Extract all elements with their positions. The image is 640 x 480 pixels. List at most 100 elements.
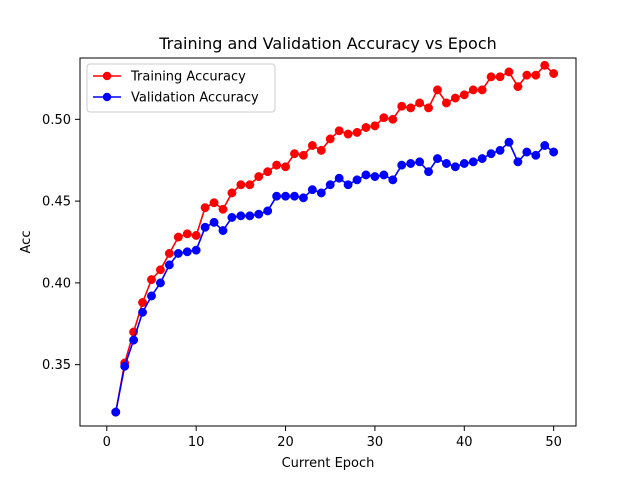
legend-item: Validation Accuracy <box>93 91 259 106</box>
data-point <box>477 85 487 95</box>
data-point <box>236 211 246 221</box>
data-point <box>388 114 398 124</box>
data-point <box>129 335 139 345</box>
data-point <box>441 98 451 108</box>
data-point <box>549 69 559 78</box>
data-point <box>379 113 389 123</box>
data-point <box>334 126 344 136</box>
data-point <box>468 157 478 167</box>
data-point <box>352 175 362 185</box>
x-tick-label: 30 <box>367 435 384 450</box>
data-point <box>433 154 442 164</box>
x-tick-label: 0 <box>103 435 111 450</box>
data-point <box>200 203 210 213</box>
data-point <box>486 72 496 82</box>
data-point <box>415 157 425 167</box>
data-point <box>352 127 362 137</box>
data-point <box>307 141 317 150</box>
data-point <box>531 150 541 160</box>
data-point <box>415 98 425 108</box>
data-point <box>513 82 523 92</box>
data-point <box>370 172 380 182</box>
legend-label: Validation Accuracy <box>131 91 259 106</box>
data-point <box>209 217 219 227</box>
data-point <box>370 121 380 131</box>
data-point <box>164 260 174 270</box>
data-point <box>254 172 264 182</box>
data-point <box>459 90 469 100</box>
data-point <box>334 173 344 183</box>
series-validation-accuracy <box>111 137 559 417</box>
data-point <box>298 193 308 203</box>
data-point <box>450 162 460 172</box>
data-point <box>263 167 273 177</box>
data-point <box>227 188 237 198</box>
data-point <box>424 167 433 177</box>
legend: Training Accuracy Validation Accuracy <box>86 63 276 113</box>
data-point <box>325 134 335 144</box>
data-point <box>522 147 532 157</box>
data-point <box>424 103 433 113</box>
data-point <box>155 265 165 275</box>
data-point <box>290 191 299 201</box>
y-tick-label: 0.50 <box>42 113 71 128</box>
data-point <box>540 141 550 150</box>
data-point <box>361 123 371 132</box>
series-training-accuracy <box>111 60 559 417</box>
data-point <box>504 137 514 147</box>
data-point <box>504 67 514 77</box>
data-point <box>522 70 532 80</box>
data-point <box>236 180 246 190</box>
data-point <box>316 145 326 155</box>
legend-item: Training Accuracy <box>93 70 246 85</box>
data-point <box>281 162 290 172</box>
axis-ticks: 0 10 20 30 40 50 0.35 0.40 0.45 0.50 <box>42 113 562 450</box>
data-point <box>182 229 192 239</box>
data-point <box>120 361 130 371</box>
data-point <box>406 159 416 168</box>
axes-frame <box>79 57 577 427</box>
data-point <box>450 93 460 103</box>
data-point <box>227 213 237 222</box>
data-point <box>191 245 201 255</box>
data-point <box>513 157 523 167</box>
y-tick-label: 0.40 <box>42 276 71 291</box>
data-point <box>397 101 407 111</box>
data-point <box>290 149 299 159</box>
legend-marker <box>102 92 112 102</box>
series-layer <box>111 60 559 417</box>
legend-marker <box>102 71 112 81</box>
legend-box <box>86 63 276 113</box>
data-point <box>433 85 442 95</box>
data-point <box>549 147 559 157</box>
data-point <box>343 129 353 139</box>
data-point <box>111 407 121 417</box>
data-point <box>164 248 174 258</box>
data-point <box>147 275 156 285</box>
data-point <box>540 60 550 70</box>
data-point <box>316 188 326 198</box>
data-point <box>343 180 353 190</box>
data-point <box>263 206 273 216</box>
data-point <box>441 159 451 168</box>
data-point <box>495 145 505 155</box>
data-point <box>147 291 156 301</box>
data-point <box>218 204 228 214</box>
x-tick-label: 10 <box>188 435 205 450</box>
data-point <box>361 170 371 180</box>
y-axis-label: Acc <box>19 231 34 254</box>
data-point <box>495 72 505 82</box>
x-axis-label: Current Epoch <box>282 456 375 471</box>
data-point <box>531 70 541 80</box>
x-tick-label: 40 <box>456 435 473 450</box>
data-point <box>138 298 148 307</box>
data-point <box>379 170 389 180</box>
x-tick-label: 20 <box>277 435 294 450</box>
data-point <box>191 231 201 240</box>
data-point <box>325 180 335 190</box>
data-point <box>254 209 264 219</box>
data-point <box>272 160 282 170</box>
data-point <box>155 278 165 288</box>
